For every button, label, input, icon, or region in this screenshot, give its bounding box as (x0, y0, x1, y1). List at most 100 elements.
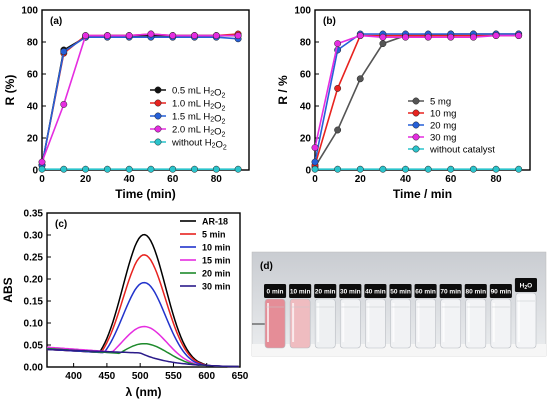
x-tick-label: 80 (211, 174, 223, 185)
y-tick-label: 40 (27, 102, 39, 113)
y-tick-label: 0.30 (24, 231, 44, 242)
panel-label: (b) (323, 16, 336, 27)
vial-label: 60 min (415, 289, 436, 296)
vial-label: 90 min (491, 289, 512, 296)
x-tick-label: 500 (132, 371, 149, 382)
vial-highlight (517, 297, 520, 342)
data-point (492, 165, 500, 173)
vial-label: 50 min (390, 289, 411, 296)
y-tick-label: 20 (27, 134, 39, 145)
data-point (515, 165, 523, 173)
vial-highlight (442, 303, 445, 342)
data-point (191, 32, 198, 40)
legend-marker (412, 145, 420, 153)
vial-cap (414, 284, 437, 298)
legend-label: 20 min (202, 269, 231, 279)
data-point (469, 165, 477, 173)
data-point (147, 30, 155, 38)
panel-label: (a) (50, 16, 62, 27)
legend-label: 15 min (202, 256, 231, 266)
vial-body (515, 292, 537, 349)
x-axis-label: Time / min (393, 187, 452, 201)
vial-cap (289, 284, 312, 298)
legend-marker (154, 125, 162, 133)
legend-marker (412, 121, 420, 129)
data-point (125, 32, 133, 40)
y-axis-label: ABS (1, 277, 15, 302)
x-tick-label: 550 (165, 371, 182, 382)
x-tick-label: 400 (65, 371, 82, 382)
legend-label: 30 min (202, 282, 231, 292)
data-point (125, 165, 133, 173)
vial-label: 20 min (315, 289, 336, 296)
data-point (191, 165, 198, 173)
vial-cap (339, 284, 362, 298)
data-point (82, 165, 90, 173)
spectrum-line (46, 342, 239, 368)
data-point (38, 165, 46, 173)
panel-label: (c) (55, 219, 67, 230)
legend-label: without catalyst (429, 145, 495, 156)
spectrum-line (46, 348, 239, 368)
panel-a-chart: 0 20 40 60 80 0 20 40 60 80 100 Time (min) R (%) (a) 0… (3, 6, 250, 201)
legend-marker (154, 86, 162, 94)
x-axis-label: Time (min) (115, 187, 175, 201)
panel-label: (d) (260, 261, 273, 272)
data-point (447, 165, 455, 173)
plot-frame (46, 212, 241, 368)
spectrum-line (46, 325, 239, 368)
y-tick-label: 0 (32, 166, 38, 177)
legend-label: 1.5 mL H2O2 (172, 112, 226, 126)
data-point (147, 165, 155, 173)
data-point (447, 33, 455, 41)
y-tick-label: 60 (27, 70, 39, 81)
y-tick-label: 0 (305, 166, 311, 177)
y-tick-label: 0.25 (24, 253, 44, 264)
vial-body (415, 298, 436, 349)
data-point (379, 40, 387, 48)
vial-highlight (492, 303, 495, 342)
y-tick-label: 20 (300, 134, 312, 145)
data-point (334, 40, 342, 48)
x-tick-label: 600 (198, 371, 215, 382)
x-tick-label: 20 (80, 174, 92, 185)
x-tick-label: 650 (232, 371, 249, 382)
data-point (311, 165, 319, 173)
vial-cap (389, 284, 412, 298)
data-point (424, 165, 432, 173)
legend-label: 30 mg (430, 133, 456, 144)
data-point (169, 32, 177, 40)
data-point (402, 33, 409, 41)
vial-label: 80 min (465, 289, 486, 296)
panel-b-chart: 0 20 40 60 80 0 20 40 60 80 100 Time / min R / % (b) 5… (276, 6, 531, 201)
legend-label: 1.0 mL H2O2 (172, 99, 226, 113)
legend-label: 0.5 mL H2O2 (172, 86, 226, 100)
data-point (60, 165, 68, 173)
legend-marker (154, 112, 162, 120)
y-tick-label: 0.20 (24, 275, 44, 286)
data-point (212, 32, 220, 40)
panel-c-chart: 400 450 500 550 600 650 0.00 0.05 0.10 0.15 0.20 0.… (1, 209, 249, 400)
y-tick-label: 100 (294, 6, 311, 17)
x-tick-label: 60 (167, 174, 179, 185)
x-tick-label: 80 (490, 174, 502, 185)
y-tick-label: 60 (300, 70, 312, 81)
vial-label: 0 min (267, 289, 284, 296)
series-line (314, 34, 519, 148)
legend-label: without H2O2 (171, 138, 227, 152)
data-point (38, 158, 46, 166)
data-point (334, 126, 342, 134)
series-line (41, 36, 239, 166)
vial-cap (314, 284, 337, 298)
x-tick-label: 0 (39, 174, 45, 185)
x-tick-label: 40 (400, 174, 412, 185)
vial-body (490, 298, 512, 349)
legend-marker (412, 109, 420, 117)
vial-label: H2O (520, 283, 533, 292)
data-point (234, 165, 242, 173)
y-tick-label: 0.10 (24, 319, 44, 330)
x-axis-label: λ (nm) (126, 385, 162, 399)
vial-body (465, 298, 487, 349)
series-line (314, 33, 519, 163)
